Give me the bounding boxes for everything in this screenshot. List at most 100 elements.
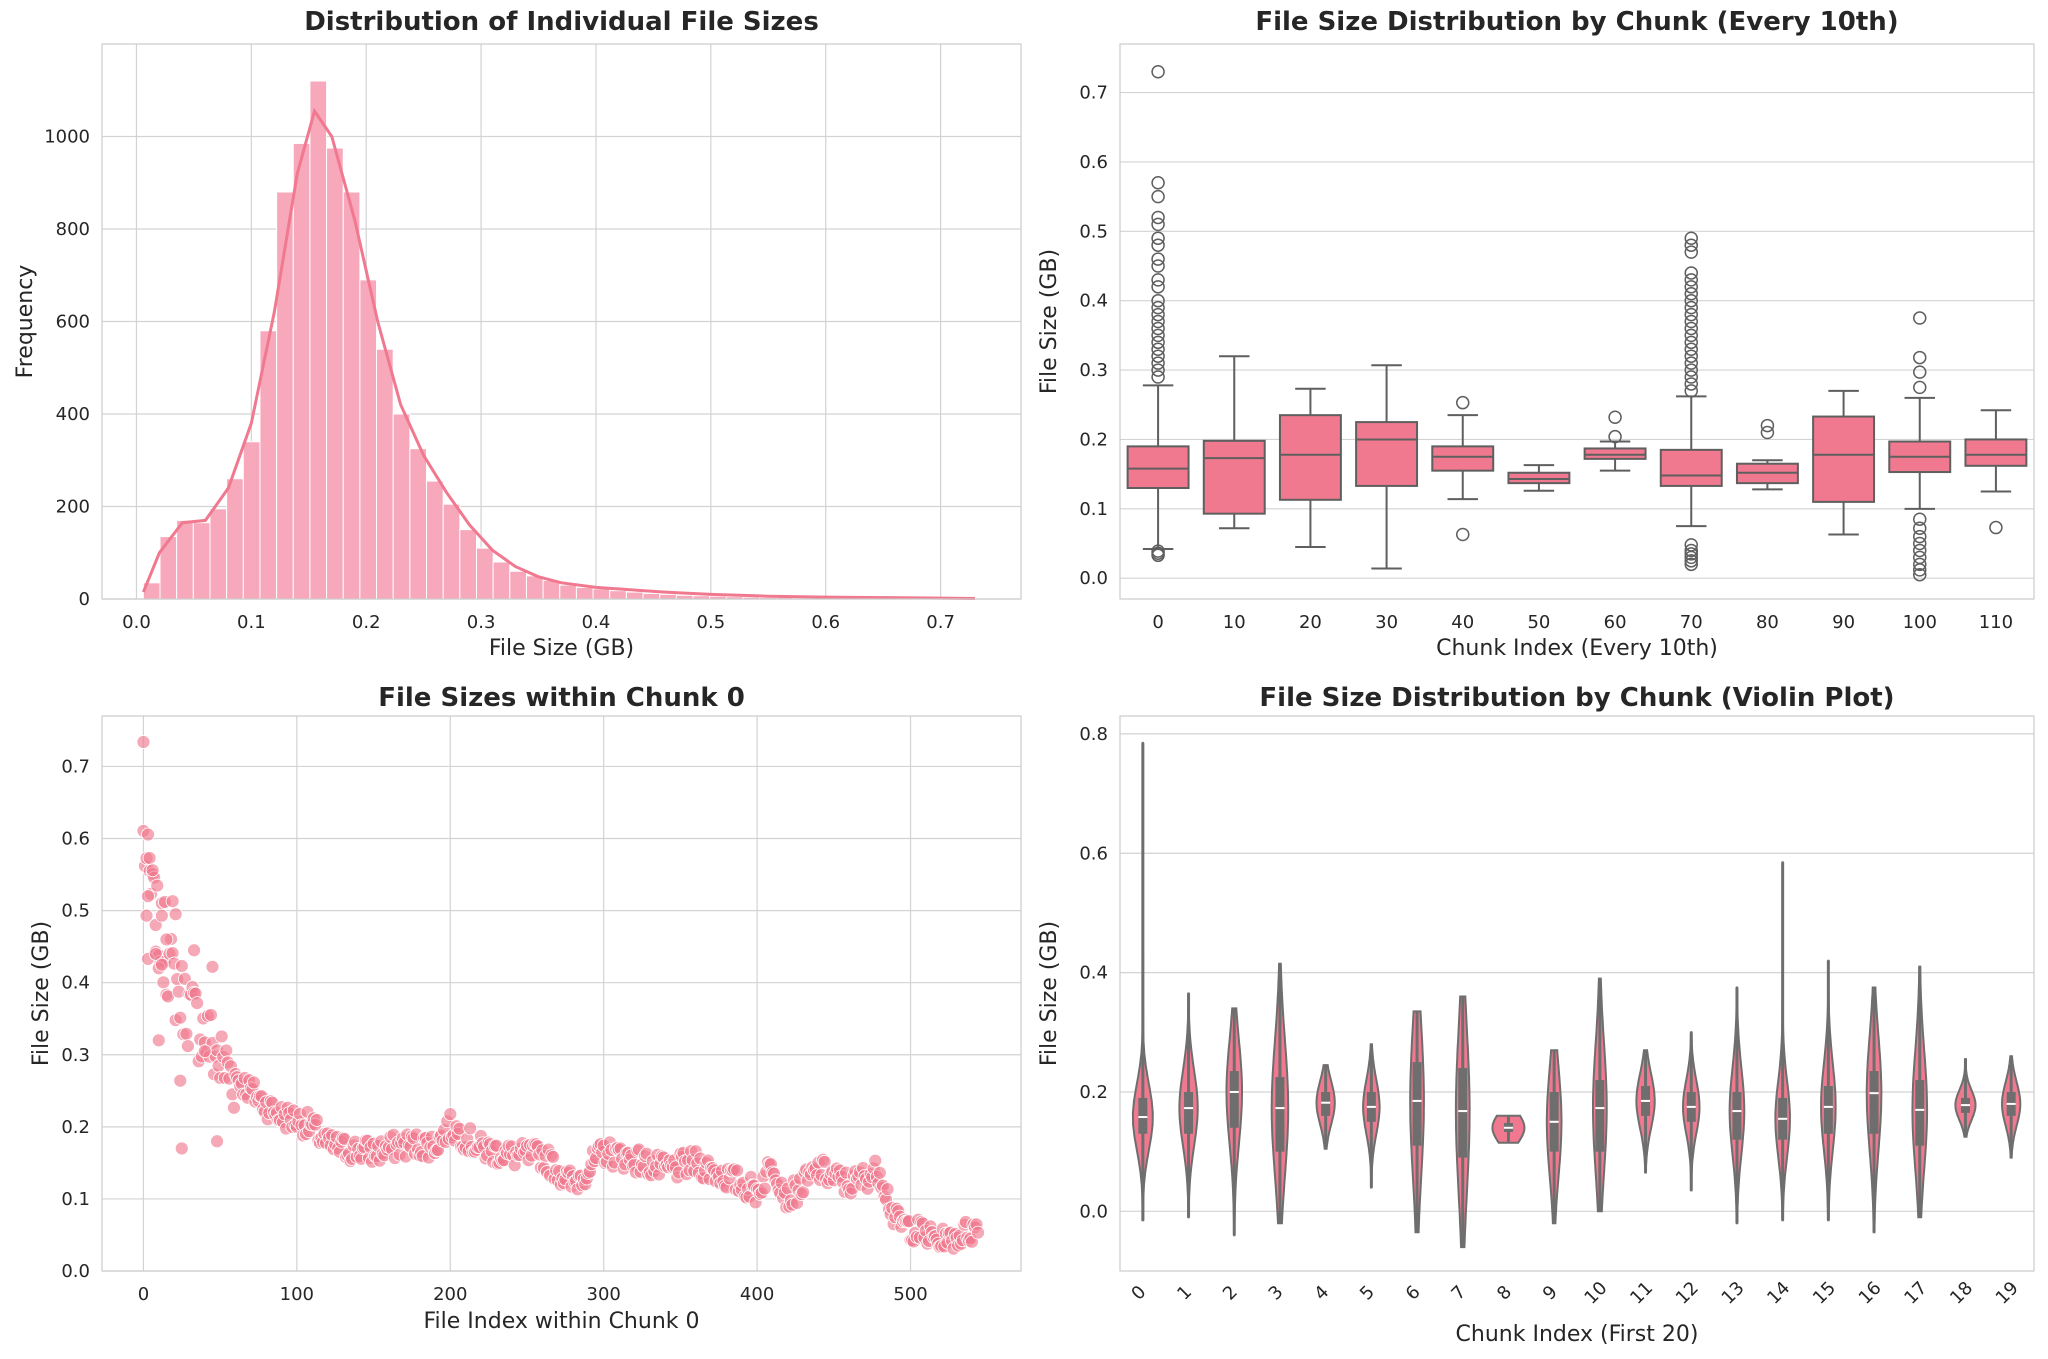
x-tick-label: 10 <box>1223 612 1246 633</box>
y-tick-label: 800 <box>56 219 90 240</box>
box-flier <box>1684 377 1698 391</box>
box-flier <box>1151 544 1165 558</box>
x-tick-label: 0.4 <box>582 612 611 633</box>
y-tick-label: 0.4 <box>1079 291 1108 312</box>
hist-bar <box>609 590 627 600</box>
y-tick-label: 0.2 <box>1079 1082 1108 1103</box>
box-flier <box>1608 410 1622 424</box>
x-tick-label: 300 <box>587 1284 621 1305</box>
scatter-point <box>174 959 189 973</box>
box-flier <box>1684 554 1698 568</box>
x-tick-label: 20 <box>1299 612 1322 633</box>
violin-iqr <box>1138 1097 1148 1134</box>
x-tick-label: 0.1 <box>237 612 266 633</box>
box-body <box>1355 421 1419 487</box>
box-flier <box>1684 538 1698 552</box>
box-flier <box>1913 557 1927 572</box>
box-flier <box>1684 293 1698 308</box>
box-flier <box>1151 342 1165 356</box>
box-flier <box>1684 314 1698 329</box>
x-tick-label: 50 <box>1527 612 1550 633</box>
scatter-point <box>168 907 183 922</box>
box-flier <box>1913 311 1927 325</box>
box-flier <box>1151 189 1165 204</box>
y-tick-label: 0.4 <box>1079 963 1108 984</box>
box-flier <box>1684 321 1698 336</box>
box-flier <box>1151 370 1165 384</box>
x-tick-label: 1 <box>1173 1282 1196 1305</box>
scatter-point <box>159 932 174 947</box>
x-tick-label: 6 <box>1402 1282 1425 1305</box>
y-axis-label: File Size (GB) <box>1037 921 1062 1066</box>
hist-bar <box>442 503 461 600</box>
scatter-point <box>145 863 160 878</box>
scatter-point <box>173 1010 188 1025</box>
scatter-point <box>139 908 154 923</box>
hist-bar <box>492 561 511 600</box>
box-flier <box>1151 314 1165 329</box>
scatter-point <box>190 996 205 1011</box>
x-tick-label: 110 <box>1979 612 2013 633</box>
scatter-point <box>179 1026 194 1041</box>
scatter-point <box>141 889 155 904</box>
x-tick-label: 2 <box>1219 1282 1242 1305</box>
axes-frame-3 <box>101 715 1022 1272</box>
box-flier <box>1684 543 1698 558</box>
scatter-point <box>154 908 169 923</box>
box-body <box>1126 445 1190 489</box>
scatter-point <box>187 943 201 958</box>
x-tick-label: 9 <box>1539 1282 1562 1305</box>
box-body <box>1964 438 2028 467</box>
scatter-point <box>204 1008 218 1022</box>
scatter-point <box>227 1100 241 1115</box>
box-flier <box>1684 245 1698 259</box>
x-tick-label: 200 <box>433 1284 467 1305</box>
y-tick-label: 400 <box>56 404 90 425</box>
y-tick-label: 0.2 <box>1079 429 1108 450</box>
y-tick-label: 600 <box>56 312 90 333</box>
x-tick-label: 14 <box>1763 1278 1794 1309</box>
x-tick-label: 500 <box>893 1284 927 1305</box>
y-tick-label: 0.7 <box>61 756 90 777</box>
x-tick-label: 30 <box>1375 612 1398 633</box>
box-flier <box>1760 425 1775 440</box>
x-tick-label: 400 <box>740 1284 774 1305</box>
box-flier <box>1684 547 1698 561</box>
y-tick-label: 0.8 <box>1079 724 1108 745</box>
y-tick-label: 0.4 <box>61 973 90 994</box>
hist-bar <box>242 441 261 600</box>
violin-iqr <box>1732 1091 1742 1140</box>
box-flier <box>1684 335 1698 350</box>
scatter-point <box>142 851 157 865</box>
box-flier <box>1913 529 1927 544</box>
hist-bar <box>392 413 411 600</box>
y-tick-label: 0.0 <box>1079 568 1108 589</box>
box-flier <box>1684 307 1698 322</box>
x-tick-label: 100 <box>280 1284 314 1305</box>
chart-title: File Sizes within Chunk 0 <box>378 683 745 713</box>
violin-iqr <box>1869 1071 1879 1134</box>
scatter-point <box>214 1029 229 1044</box>
box-flier <box>1684 280 1698 294</box>
x-tick-label: 0.7 <box>926 612 955 633</box>
violin-iqr <box>1595 1080 1605 1152</box>
violin-iqr <box>1823 1086 1833 1134</box>
hist-bar <box>542 580 561 600</box>
scatter-point <box>757 1181 772 1196</box>
box-flier <box>1151 356 1165 370</box>
hist-bar <box>475 547 494 600</box>
box-flier <box>1684 273 1698 287</box>
box-flier <box>1151 280 1165 294</box>
hist-bar <box>376 348 394 600</box>
violin-iqr <box>1915 1080 1925 1146</box>
scatter-point <box>796 1185 811 1200</box>
box-body <box>1431 445 1495 472</box>
hist-bar <box>192 522 211 600</box>
y-tick-label: 0.2 <box>61 1117 90 1138</box>
box-flier <box>1989 520 2003 535</box>
scatter-point <box>730 1163 745 1178</box>
hist-bar <box>209 508 228 600</box>
box-body <box>1507 471 1571 485</box>
x-tick-label: 19 <box>1992 1278 2023 1309</box>
y-tick-label: 0.1 <box>61 1189 90 1210</box>
